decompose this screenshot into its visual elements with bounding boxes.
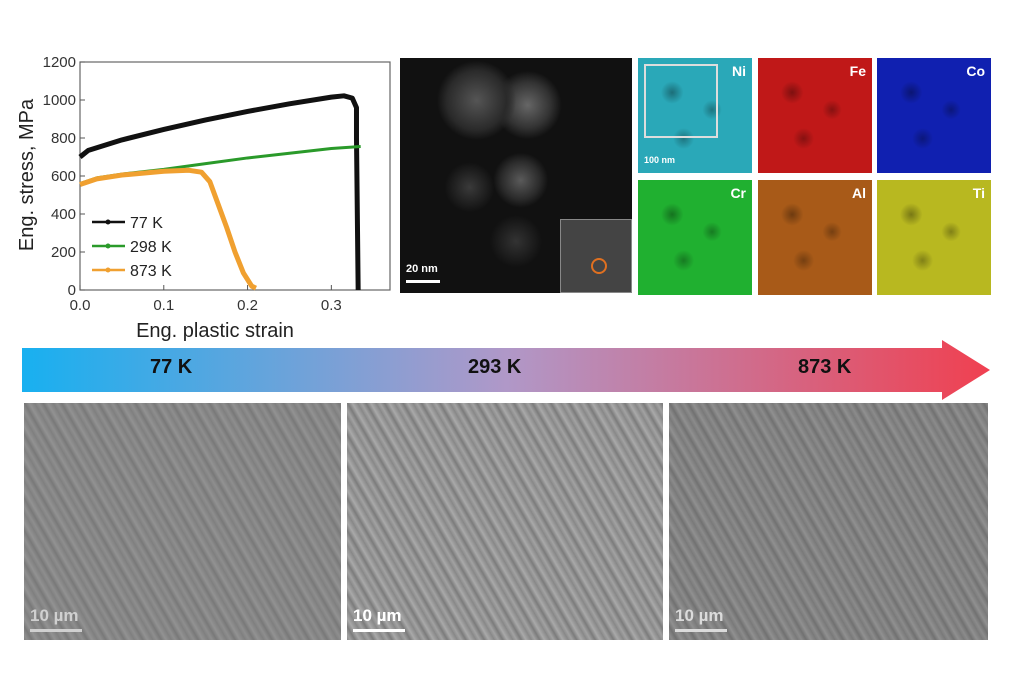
eds-map-cr: Cr <box>638 180 752 295</box>
eds-map-co: Co <box>877 58 991 173</box>
element-label: Al <box>852 185 866 201</box>
x-tick-label: 0.0 <box>70 297 91 314</box>
y-tick-label: 1200 <box>43 54 76 71</box>
element-label: Co <box>966 63 985 79</box>
legend-marker <box>105 267 111 273</box>
sem-scale-bar <box>675 629 727 632</box>
tem-scale-bar <box>406 280 440 283</box>
eds-map-ti: Ti <box>877 180 991 295</box>
temperature-label-293k: 293 K <box>468 356 522 378</box>
temperature-label-77k: 77 K <box>150 356 193 378</box>
y-tick-label: 200 <box>51 244 76 261</box>
temperature-label-873k: 873 K <box>798 356 852 378</box>
x-tick-label: 0.1 <box>153 297 174 314</box>
temperature-arrow <box>22 340 990 400</box>
x-tick-label: 0.2 <box>237 297 258 314</box>
y-tick-label: 800 <box>51 130 76 147</box>
y-tick-label: 0 <box>68 282 76 299</box>
element-label: Fe <box>849 63 866 79</box>
x-axis-label: Eng. plastic strain <box>136 320 294 342</box>
stress-strain-chart: 0.0 0.1 0.2 0.3 0 200 400 600 800 1000 1200 77 K 29… <box>16 54 391 342</box>
series-line-873k <box>79 167 257 291</box>
element-label: Ni <box>732 63 746 79</box>
sem-image-77k: 10 µm <box>24 403 341 640</box>
element-label: Cr <box>730 185 746 201</box>
sem-image-873k: 10 µm <box>669 403 988 640</box>
sem-scale-label: 10 µm <box>675 606 724 625</box>
zoom-region-box <box>644 64 718 138</box>
legend-marker <box>105 219 111 225</box>
legend-marker <box>105 243 111 249</box>
sem-image-293k: 10 µm <box>347 403 663 640</box>
element-label: Ti <box>972 185 985 201</box>
y-tick-label: 1000 <box>43 92 76 109</box>
sem-scale-label: 10 µm <box>353 606 402 625</box>
series-line-298k <box>79 145 361 186</box>
eds-map-ni: Ni 100 nm <box>638 58 752 173</box>
legend-label: 298 K <box>130 239 172 256</box>
y-tick-label: 400 <box>51 206 76 223</box>
legend-label: 873 K <box>130 263 172 280</box>
sem-scale-label: 10 µm <box>30 606 79 625</box>
sem-scale-bar <box>353 629 405 632</box>
legend-label: 77 K <box>130 215 163 232</box>
sem-scale-bar <box>30 629 82 632</box>
y-tick-label: 600 <box>51 168 76 185</box>
eds-map-al: Al <box>758 180 872 295</box>
diffraction-pattern-inset <box>560 219 632 293</box>
y-axis-label: Eng. stress, MPa <box>16 98 38 251</box>
eds-scale-label: 100 nm <box>644 155 676 165</box>
tem-dark-field-image: 20 nm <box>400 58 632 293</box>
tem-scale-label: 20 nm <box>406 263 438 275</box>
eds-map-fe: Fe <box>758 58 872 173</box>
series-line-77k <box>78 93 361 291</box>
x-tick-label: 0.3 <box>321 297 342 314</box>
selected-spot-marker <box>591 258 607 274</box>
